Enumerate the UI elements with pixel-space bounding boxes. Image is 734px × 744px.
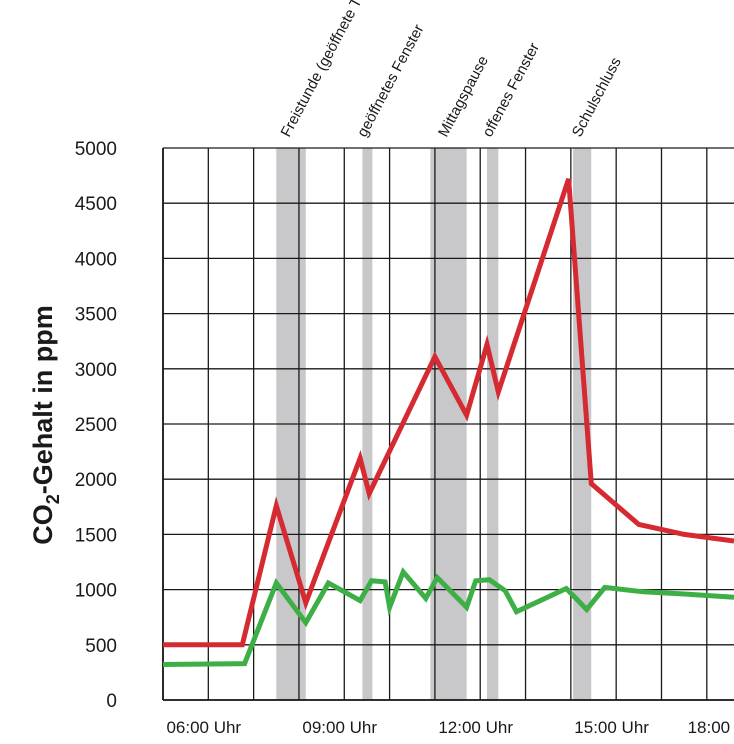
y-tick-label-9: 4500 bbox=[75, 194, 117, 215]
y-tick-label-6: 3000 bbox=[75, 360, 117, 381]
x-tick-label-4: 18:00 Uhr bbox=[688, 718, 734, 737]
series-lines bbox=[163, 178, 734, 668]
y-axis-label-prefix: CO bbox=[28, 504, 58, 545]
y-tick-label-2: 1000 bbox=[75, 581, 117, 602]
y-axis-label-suffix: -Gehalt in ppm bbox=[28, 305, 58, 494]
y-tick-label-7: 3500 bbox=[75, 305, 117, 326]
band-label-1: geöffnetes Fenster bbox=[354, 22, 428, 140]
x-tick-label-2: 12:00 Uhr bbox=[438, 718, 513, 737]
band-label-4: Schulschluss bbox=[569, 55, 625, 140]
y-tick-label-4: 2000 bbox=[75, 470, 117, 491]
y-axis-ticks: 0 500 1000 1500 2000 2500 3000 3500 4000 4500 5000 bbox=[75, 139, 117, 712]
y-tick-label-10: 5000 bbox=[75, 139, 117, 160]
y-axis-label-subscript: 2 bbox=[43, 494, 63, 504]
band-label-3: offenes Fenster bbox=[479, 40, 543, 140]
series-line-0 bbox=[163, 178, 734, 648]
y-axis-label: CO2-Gehalt in ppm bbox=[28, 305, 63, 545]
band-labels: Freistunde (geöffnete Tür)geöffnetes Fen… bbox=[278, 0, 625, 140]
x-tick-label-3: 15:00 Uhr bbox=[574, 718, 649, 737]
x-axis-ticks: 06:00 Uhr 09:00 Uhr 12:00 Uhr 15:00 Uhr 18:0… bbox=[166, 718, 734, 737]
y-tick-label-5: 2500 bbox=[75, 415, 117, 436]
y-tick-label-3: 1500 bbox=[75, 525, 117, 546]
x-tick-label-0: 06:00 Uhr bbox=[166, 718, 241, 737]
y-tick-label-8: 4000 bbox=[75, 249, 117, 270]
y-tick-label-0: 0 bbox=[106, 691, 117, 712]
band-label-0: Freistunde (geöffnete Tür) bbox=[278, 0, 375, 140]
y-tick-label-1: 500 bbox=[85, 636, 117, 657]
x-tick-label-1: 09:00 Uhr bbox=[302, 718, 377, 737]
series-line-1 bbox=[163, 567, 734, 668]
